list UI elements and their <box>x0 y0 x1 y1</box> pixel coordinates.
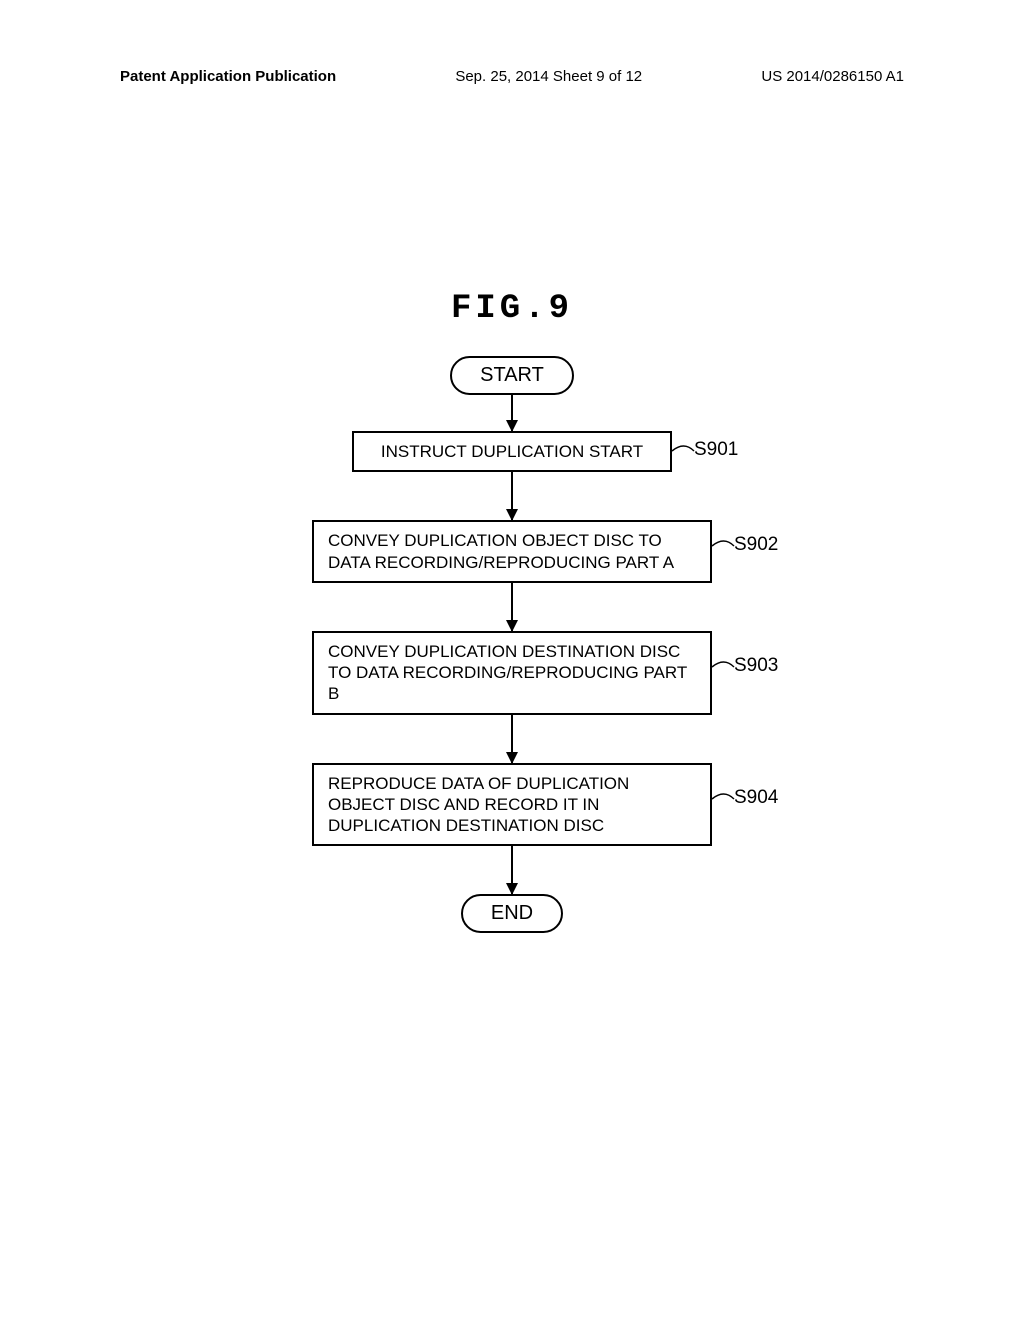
header-center: Sep. 25, 2014 Sheet 9 of 12 <box>455 68 642 85</box>
end-terminal: END <box>461 894 563 933</box>
step-label: S902 <box>734 534 778 556</box>
process-box: REPRODUCE DATA OF DUPLICATION OBJECT DIS… <box>312 763 712 847</box>
process-box: CONVEY DUPLICATION DESTINATION DISC TO D… <box>312 631 712 715</box>
step-row: CONVEY DUPLICATION DESTINATION DISC TO D… <box>312 631 712 715</box>
arrow <box>511 583 513 631</box>
arrow <box>511 395 513 431</box>
process-box: INSTRUCT DUPLICATION START <box>352 431 672 472</box>
arrow <box>511 715 513 763</box>
arrow <box>511 846 513 894</box>
step-row: INSTRUCT DUPLICATION START S901 <box>352 431 672 472</box>
header-right: US 2014/0286150 A1 <box>761 68 904 85</box>
step-row: CONVEY DUPLICATION OBJECT DISC TO DATA R… <box>312 520 712 583</box>
step-label: S901 <box>694 439 738 461</box>
start-terminal: START <box>450 356 574 395</box>
step-label: S903 <box>734 655 778 677</box>
page-header: Patent Application Publication Sep. 25, … <box>0 68 1024 85</box>
step-label: S904 <box>734 787 778 809</box>
figure-area: FIG.9 START INSTRUCT DUPLICATION START S… <box>0 290 1024 933</box>
step-row: REPRODUCE DATA OF DUPLICATION OBJECT DIS… <box>312 763 712 847</box>
process-box: CONVEY DUPLICATION OBJECT DISC TO DATA R… <box>312 520 712 583</box>
figure-title: FIG.9 <box>451 290 573 328</box>
arrow <box>511 472 513 520</box>
header-left: Patent Application Publication <box>120 68 336 85</box>
